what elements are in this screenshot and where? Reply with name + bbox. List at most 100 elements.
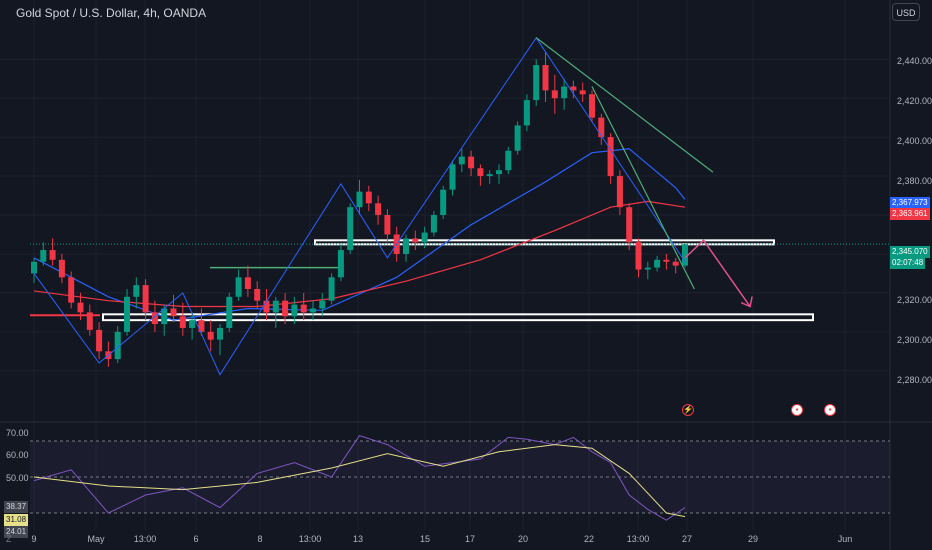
candle-body: [663, 259, 670, 262]
us-flag-icon[interactable]: ▪: [791, 404, 803, 416]
price-tick: 2,320.000: [897, 295, 932, 305]
candle-body: [68, 277, 75, 303]
candle-body: [533, 65, 540, 101]
candle-body: [263, 300, 270, 313]
last-price-badge: 2,345.070: [890, 246, 930, 258]
time-tick: 17: [464, 534, 476, 544]
price-tick: 2,440.000: [897, 56, 932, 66]
candle-body: [207, 331, 214, 340]
oscillator-tick: 70.00: [6, 428, 29, 438]
time-tick: 29: [747, 534, 759, 544]
candle-body: [244, 277, 251, 289]
candle-body: [133, 285, 140, 297]
candle-body: [77, 302, 84, 313]
candle-body: [551, 90, 558, 99]
candle-body: [579, 90, 586, 95]
candle-body: [347, 207, 354, 251]
time-tick: 13:00: [298, 534, 322, 544]
candle-body: [40, 250, 47, 262]
candle-countdown-badge: 02:07:48: [890, 257, 926, 269]
candle-body: [421, 232, 428, 243]
candle-body: [282, 300, 289, 317]
candle-body: [616, 176, 623, 208]
candle-body: [328, 277, 335, 301]
candle-body: [319, 300, 326, 309]
projection-arrow: [684, 239, 751, 307]
candle-body: [291, 304, 298, 317]
support-zone: [102, 313, 814, 322]
descending-trend-line: [591, 86, 695, 290]
candle-body: [496, 170, 502, 175]
candle-body: [170, 308, 177, 317]
ma-fast-price-badge: 2,367.973: [890, 197, 930, 209]
oscillator-line-badge: 24.01: [4, 526, 29, 538]
oscillator-tick: 50.00: [6, 473, 29, 483]
candle-body: [542, 65, 549, 91]
candle-body: [598, 117, 605, 138]
candle-body: [300, 304, 307, 313]
moving-averages: [33, 148, 686, 321]
oscillator-pane: [33, 435, 686, 521]
candle-body: [654, 259, 661, 268]
candle-body: [58, 259, 65, 278]
moving-average-line: [33, 200, 686, 308]
time-tick: Jun: [837, 534, 853, 544]
candle-body: [151, 312, 158, 325]
symbol-title[interactable]: Gold Spot / U.S. Dollar, 4h, OANDA: [16, 6, 207, 20]
candle-body: [626, 207, 633, 243]
candle-body: [114, 331, 121, 360]
descending-trend-line: [535, 37, 714, 173]
time-tick: 15: [419, 534, 431, 544]
us-flag-icon[interactable]: ▪: [824, 404, 836, 416]
candle-body: [235, 277, 242, 297]
time-tick: 27: [681, 534, 693, 544]
candles: [31, 51, 688, 367]
candle-body: [96, 329, 103, 352]
candle-body: [449, 164, 456, 190]
projection-arrowhead: [740, 296, 753, 308]
time-tick: 9: [31, 534, 37, 544]
candle-body: [561, 86, 568, 99]
candle-body: [644, 267, 651, 270]
price-tick: 2,400.000: [897, 136, 932, 146]
candle-body: [682, 244, 688, 266]
candle-body: [486, 174, 493, 177]
time-tick: 13:00: [133, 534, 157, 544]
candle-body: [142, 285, 149, 313]
price-tick: 2,380.000: [897, 176, 932, 186]
candle-body: [570, 86, 577, 91]
candle-body: [31, 261, 37, 274]
oscillator-signal-badge: 38.37: [4, 501, 29, 513]
candle-body: [384, 215, 391, 235]
candle-body: [635, 242, 642, 270]
price-tick: 2,420.000: [897, 96, 932, 106]
candle-body: [49, 250, 56, 260]
moving-average-line: [33, 148, 686, 321]
candle-body: [161, 308, 168, 325]
time-tick: 22: [583, 534, 595, 544]
currency-button[interactable]: USD: [892, 3, 920, 21]
price-tick: 2,300.000: [897, 335, 932, 345]
candle-body: [356, 191, 363, 208]
candle-body: [198, 320, 205, 332]
candle-body: [310, 308, 316, 313]
candle-body: [403, 238, 409, 254]
candle-body: [189, 320, 196, 328]
time-tick: 20: [517, 534, 529, 544]
candle-body: [458, 156, 465, 165]
candle-body: [254, 289, 261, 301]
candle-body: [272, 300, 279, 313]
trend-lines: [33, 36, 753, 376]
candle-body: [672, 261, 679, 266]
time-tick: 6: [193, 534, 199, 544]
oscillator-signal-line: [33, 444, 686, 518]
oscillator-timer-badge: 31.08: [4, 514, 29, 526]
z-logo-icon[interactable]: Z: [6, 534, 12, 544]
flash-icon[interactable]: ⚡: [682, 404, 694, 416]
candle-body: [365, 191, 372, 204]
oscillator-tick: 60.00: [6, 450, 29, 460]
candle-body: [589, 94, 595, 118]
